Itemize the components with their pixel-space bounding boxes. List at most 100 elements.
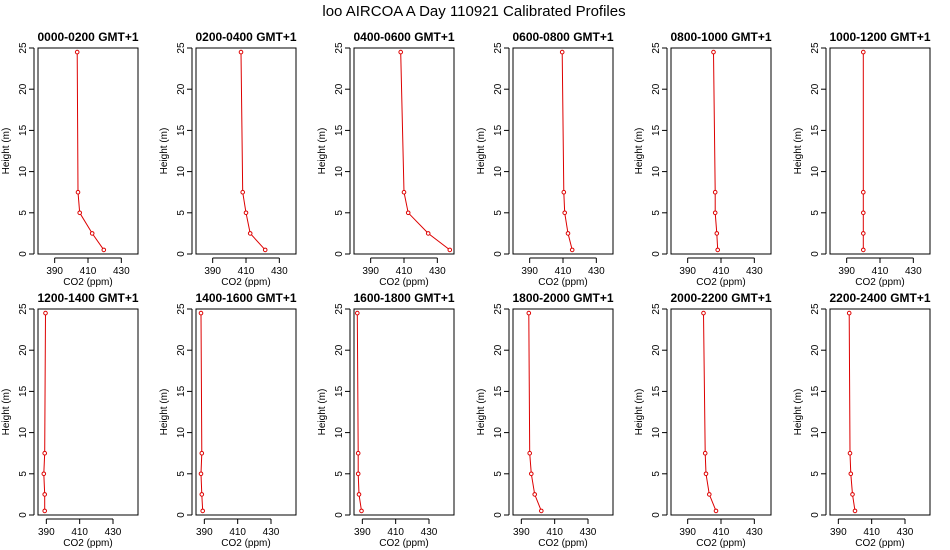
y-tick-label: 10 [18,427,29,439]
y-axis-label: Height (m) [476,389,487,436]
data-point [198,310,204,316]
y-tick-label: 10 [810,427,821,439]
y-tick-label: 5 [334,471,345,477]
data-point [42,450,48,456]
data-point [401,189,407,195]
x-tick-label: 410 [713,266,730,277]
plot-frame [829,308,931,516]
data-point [715,247,721,253]
y-tick-label: 20 [651,83,662,95]
data-point [359,508,364,514]
data-point [850,492,855,497]
panel-title: 2000-2200 GMT+1 [670,291,771,305]
y-tick-label: 5 [493,471,504,477]
y-tick-label: 5 [651,210,662,216]
profile-line [703,313,717,512]
x-tick-label: 410 [238,266,255,277]
y-tick-label: 25 [18,303,29,315]
panel-title: 0600-0800 GMT+1 [512,30,613,44]
data-point [562,210,568,216]
y-tick-label: 15 [334,124,345,136]
data-point [852,508,858,514]
plot-frame [829,47,931,255]
x-tick-label: 390 [362,266,379,277]
x-tick-label: 410 [396,266,413,277]
y-tick-label: 20 [176,83,187,95]
x-axis-label: CO2 (ppm) [538,538,587,549]
data-point [247,231,253,236]
y-tick-label: 10 [810,166,821,178]
data-point [398,49,404,55]
data-point [74,49,80,55]
x-tick-label: 390 [838,266,855,277]
y-tick-label: 20 [651,344,662,356]
y-tick-label: 0 [176,251,187,257]
profile-line [240,52,266,251]
data-point [529,471,534,477]
y-tick-label: 5 [651,471,662,477]
x-tick-label: 390 [679,527,696,538]
x-tick-label: 410 [872,266,889,277]
plot-frame [353,308,455,516]
profile-line [713,52,719,250]
y-tick-label: 25 [334,42,345,54]
y-tick-label: 25 [651,42,662,54]
x-tick-label: 390 [204,266,221,277]
y-tick-label: 15 [651,385,662,397]
y-tick-label: 20 [810,344,821,356]
y-tick-label: 10 [176,166,187,178]
data-point [355,471,361,477]
x-tick-label: 430 [113,266,130,277]
data-point [355,310,360,316]
x-tick-label: 410 [555,266,572,277]
plot-frame [195,308,297,516]
y-tick-label: 5 [493,210,504,216]
profile-panel: 0600-0800 GMT+1 390 410 430 0 5 10 15 20 25 CO2 (p… [476,30,614,288]
profile-panel: 2200-2400 GMT+1 390 410 430 0 5 10 15 20 25 CO2 (p… [793,291,931,549]
data-point [714,231,720,236]
profile-panel: 1000-1200 GMT+1 390 410 430 0 5 10 15 20 25 CO2 (p… [793,30,931,288]
data-point [861,189,866,195]
plot-frame [37,47,139,255]
y-tick-label: 25 [651,303,662,315]
profile-panel: 0200-0400 GMT+1 390 410 430 0 5 10 15 20 25 CO2 (p… [159,30,297,288]
y-tick-label: 0 [810,251,821,257]
profile-line [528,313,542,512]
x-tick-label: 410 [229,527,246,538]
x-tick-label: 390 [196,527,213,538]
y-tick-label: 10 [651,166,662,178]
profile-panel: 1200-1400 GMT+1 390 410 430 0 5 10 15 20 25 CO2 (p… [1,291,139,549]
y-tick-label: 25 [810,42,821,54]
profile-panel: 2000-2200 GMT+1 390 410 430 0 5 10 15 20 25 CO2 (p… [634,291,772,549]
y-tick-label: 20 [18,344,29,356]
y-tick-label: 25 [18,42,29,54]
data-point [846,310,852,316]
panel-title: 1400-1600 GMT+1 [195,291,296,305]
data-point [101,247,107,253]
x-axis-label: CO2 (ppm) [696,277,745,288]
y-tick-label: 15 [18,385,29,397]
y-tick-label: 10 [176,427,187,439]
y-tick-label: 5 [334,210,345,216]
data-point [43,310,48,316]
data-point [526,310,532,316]
profile-panel: 0800-1000 GMT+1 390 410 430 0 5 10 15 20 25 CO2 (p… [634,30,772,288]
panel-title: 0800-1000 GMT+1 [670,30,771,44]
x-tick-label: 390 [830,527,847,538]
data-point [77,210,82,216]
x-tick-label: 410 [71,527,88,538]
y-tick-label: 10 [18,166,29,178]
data-point [41,471,47,477]
x-tick-label: 430 [897,527,914,538]
y-tick-label: 10 [651,427,662,439]
y-tick-label: 5 [810,471,821,477]
x-tick-label: 410 [80,266,97,277]
y-tick-label: 20 [810,83,821,95]
panel-title: 0400-0600 GMT+1 [353,30,454,44]
y-tick-label: 0 [18,512,29,518]
y-tick-label: 0 [810,512,821,518]
x-tick-label: 410 [863,527,880,538]
data-point [355,450,361,456]
y-tick-label: 25 [810,303,821,315]
